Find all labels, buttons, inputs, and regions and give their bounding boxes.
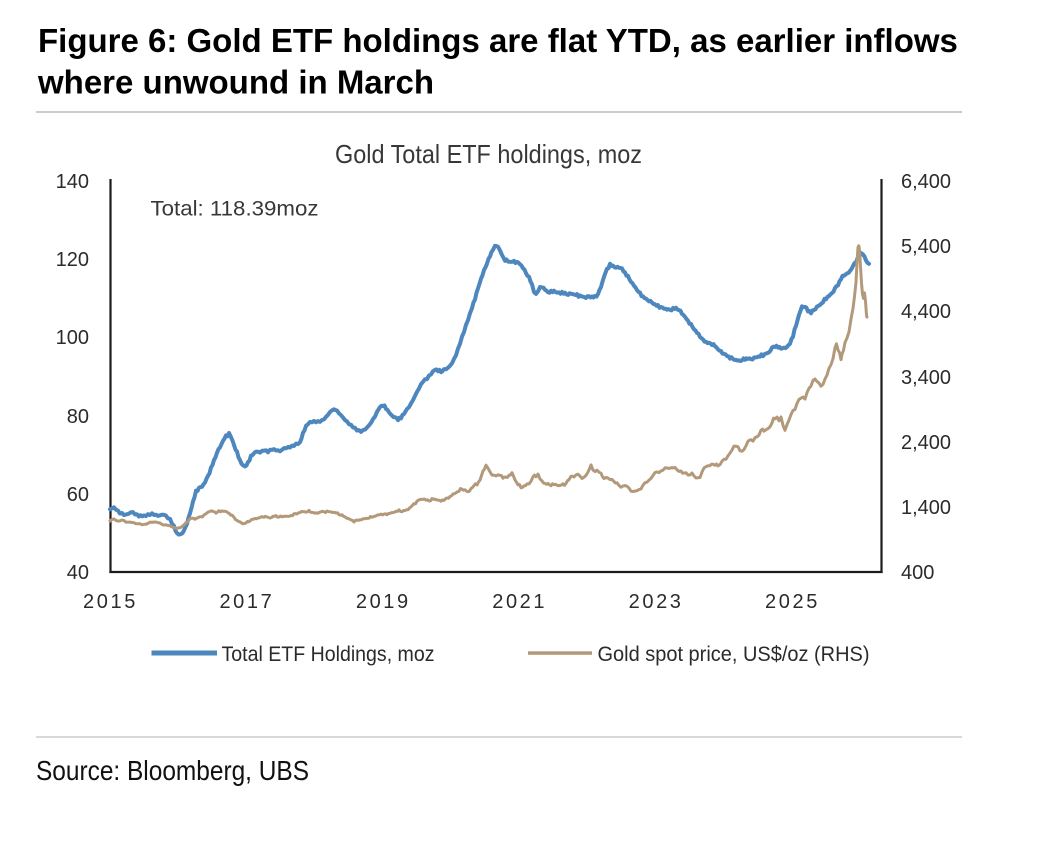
svg-text:3,400: 3,400 (901, 367, 951, 389)
svg-text:400: 400 (901, 562, 934, 584)
svg-text:2017: 2017 (219, 591, 274, 613)
svg-text:2,400: 2,400 (901, 432, 951, 454)
svg-text:6,400: 6,400 (901, 171, 951, 193)
svg-text:Total: 118.39moz: Total: 118.39moz (151, 198, 319, 221)
svg-text:Gold spot price, US$/oz (RHS): Gold spot price, US$/oz (RHS) (598, 643, 870, 666)
svg-text:60: 60 (67, 484, 89, 506)
svg-text:40: 40 (67, 562, 89, 584)
svg-text:where unwound in March: where unwound in March (37, 64, 434, 101)
svg-text:5,400: 5,400 (901, 236, 951, 258)
svg-text:120: 120 (56, 249, 89, 271)
svg-text:Gold Total ETF holdings, moz: Gold Total ETF holdings, moz (335, 139, 642, 169)
svg-text:2025: 2025 (765, 591, 820, 613)
svg-text:Source: Bloomberg, UBS: Source: Bloomberg, UBS (36, 755, 309, 786)
svg-text:80: 80 (67, 406, 89, 428)
svg-text:1,400: 1,400 (901, 497, 951, 519)
svg-text:100: 100 (56, 327, 89, 349)
svg-text:2021: 2021 (492, 591, 547, 613)
svg-text:Figure 6: Gold ETF holdings ar: Figure 6: Gold ETF holdings are flat YTD… (38, 22, 958, 59)
svg-text:2019: 2019 (356, 591, 411, 613)
svg-text:2023: 2023 (629, 591, 684, 613)
svg-text:2015: 2015 (83, 591, 138, 613)
svg-text:140: 140 (56, 171, 89, 193)
svg-text:4,400: 4,400 (901, 301, 951, 323)
svg-text:Total ETF Holdings, moz: Total ETF Holdings, moz (222, 643, 435, 666)
